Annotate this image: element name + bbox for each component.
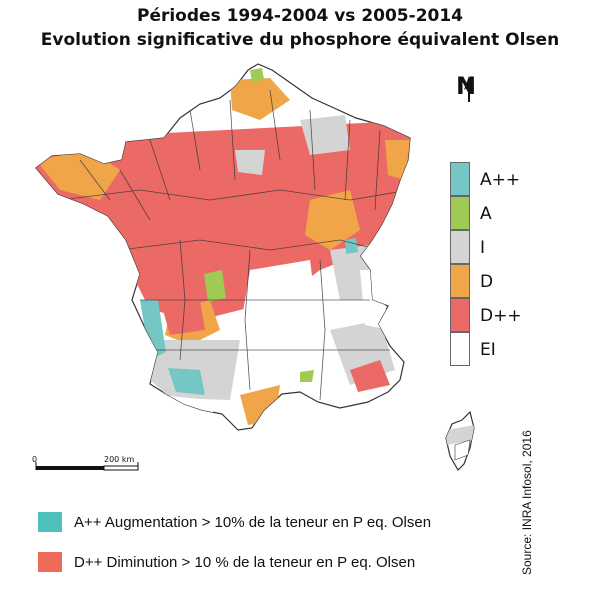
scale-bar xyxy=(35,462,139,471)
zone-a-south xyxy=(300,370,314,382)
note-decrease: D++ Diminution > 10 % de la teneur en P … xyxy=(38,550,415,574)
legend-swatch-d xyxy=(450,264,470,298)
legend-label-i: I xyxy=(480,238,486,258)
note-decrease-swatch xyxy=(38,552,62,572)
legend-label-d: D xyxy=(480,272,494,292)
zone-north-dpp xyxy=(36,120,410,320)
zone-app-landes xyxy=(140,300,166,360)
legend-label-a: A xyxy=(480,204,492,224)
note-increase: A++ Augmentation > 10% de la teneur en P… xyxy=(38,510,431,534)
zone-dpp-aquitaine xyxy=(160,300,205,335)
scale-end-label: 200 km xyxy=(104,455,135,464)
note-increase-swatch xyxy=(38,512,62,532)
zone-i-paris xyxy=(235,150,265,175)
note-increase-text: A++ Augmentation > 10% de la teneur en P… xyxy=(74,513,432,531)
legend-label-app: A++ xyxy=(480,170,521,190)
legend-swatch-dpp xyxy=(450,298,470,332)
zone-d-alsace xyxy=(385,140,410,180)
scale-start-label: 0 xyxy=(32,455,38,464)
source-credit: Source: INRA Infosol, 2016 xyxy=(520,430,534,575)
zone-app-east xyxy=(345,238,358,254)
north-arrow-icon xyxy=(464,76,474,102)
legend-label-ei: EI xyxy=(480,340,496,360)
map-title: Périodes 1994-2004 vs 2005-2014 xyxy=(136,6,464,26)
zone-d-east xyxy=(305,190,360,250)
legend-swatch-app xyxy=(450,162,470,196)
legend-swatch-ei xyxy=(450,332,470,366)
zone-d-north xyxy=(230,78,290,120)
note-decrease-text: D++ Diminution > 10 % de la teneur en P … xyxy=(74,553,416,571)
zone-a-center xyxy=(204,270,226,302)
zone-dpp-provence xyxy=(350,360,390,392)
legend-swatch-a xyxy=(450,196,470,230)
north-label: N xyxy=(456,72,477,100)
map-subtitle: Evolution significative du phosphore équ… xyxy=(40,30,560,50)
legend-swatch-i xyxy=(450,230,470,264)
zone-ei-massif xyxy=(240,260,320,360)
zone-a-north xyxy=(250,68,264,82)
legend-label-dpp: D++ xyxy=(480,306,522,326)
zone-d-brittany xyxy=(36,150,120,200)
zone-app-southwest xyxy=(168,368,205,395)
